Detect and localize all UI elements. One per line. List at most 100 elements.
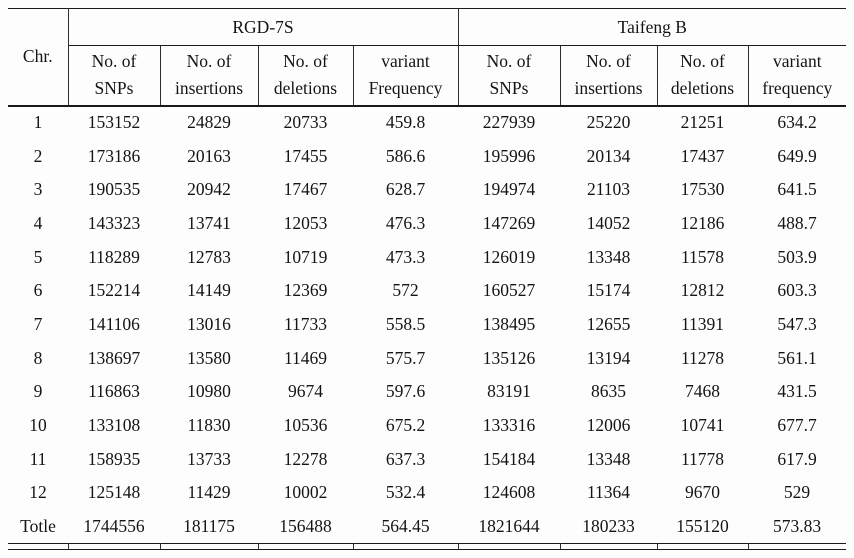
column-header-rgd-snps: No. of SNPs — [68, 45, 161, 107]
value-cell: 125148 — [87, 482, 141, 503]
value-cell: 637.3 — [385, 448, 426, 469]
value-cell: 195996 — [482, 145, 536, 166]
value-cell: 12812 — [680, 280, 725, 301]
column-header-tf-deletions: No. of deletions — [657, 45, 749, 107]
value-cell: 10536 — [283, 415, 328, 436]
chr-cell: Totle — [20, 515, 56, 536]
table-row: 7 141106 13016 11733 558.5 138495 12655 11391 54… — [8, 308, 846, 342]
value-cell: 133108 — [87, 415, 141, 436]
value-cell: 135126 — [482, 347, 536, 368]
value-cell: 8635 — [591, 381, 627, 402]
value-cell: 649.9 — [777, 145, 817, 166]
group-header-row: Chr. RGD-7S Taifeng B — [8, 8, 847, 107]
strip-cell — [560, 542, 658, 550]
chr-cell: 11 — [29, 448, 47, 469]
table-row: 12 125148 11429 10002 532.4 124608 11364 9670 52… — [8, 476, 846, 510]
chr-cell: 6 — [33, 280, 43, 301]
column-header-rgd-insertions: No. of insertions — [160, 45, 259, 107]
value-cell: 20942 — [187, 179, 231, 200]
column-header-rgd-variant-frequency: variant Frequency — [353, 45, 459, 107]
value-cell: 180233 — [582, 515, 635, 536]
table-row: 11 158935 13733 12278 637.3 154184 13348 11778 6… — [8, 442, 846, 476]
table-row: 5 118289 12783 10719 473.3 126019 13348 11578 50… — [8, 240, 846, 274]
value-cell: 173186 — [87, 145, 141, 166]
strip-cell — [8, 542, 69, 550]
chr-cell: 12 — [29, 482, 47, 503]
value-cell: 9670 — [685, 482, 721, 503]
value-cell: 12053 — [283, 212, 328, 233]
value-cell: 181175 — [183, 515, 235, 536]
value-cell: 675.2 — [385, 415, 426, 436]
variant-statistics-table: Chr. RGD-7S Taifeng B No. of SNPs No. of… — [8, 8, 847, 550]
value-cell: 12006 — [586, 415, 631, 436]
chr-cell: 4 — [33, 212, 43, 233]
value-cell: 152214 — [87, 280, 141, 301]
value-cell: 13348 — [586, 246, 631, 267]
value-cell: 227939 — [482, 112, 536, 133]
chr-cell: 7 — [33, 313, 43, 334]
table-row: Totle 1744556 181175 156488 564.45 1821644 180… — [8, 510, 846, 544]
value-cell: 155120 — [676, 515, 729, 536]
value-cell: 126019 — [482, 246, 536, 267]
value-cell: 603.3 — [777, 280, 817, 301]
value-cell: 24829 — [187, 112, 231, 133]
value-cell: 17467 — [283, 179, 328, 200]
value-cell: 12369 — [283, 280, 328, 301]
group-header-rgd7s: RGD-7S — [68, 8, 459, 46]
value-cell: 12783 — [187, 246, 231, 267]
strip-cell — [748, 542, 847, 550]
value-cell: 12655 — [586, 313, 631, 334]
value-cell: 12186 — [680, 212, 725, 233]
value-cell: 158935 — [87, 448, 141, 469]
value-cell: 634.2 — [777, 112, 817, 133]
chr-cell: 9 — [33, 381, 43, 402]
value-cell: 20733 — [283, 112, 328, 133]
table-header: Chr. RGD-7S Taifeng B No. of SNPs No. of… — [8, 8, 847, 107]
bottom-border-strip — [8, 542, 847, 550]
value-cell: 25220 — [586, 112, 631, 133]
value-cell: 190535 — [87, 179, 141, 200]
value-cell: 138697 — [87, 347, 141, 368]
value-cell: 17455 — [283, 145, 328, 166]
value-cell: 597.6 — [385, 381, 426, 402]
value-cell: 473.3 — [385, 246, 426, 267]
value-cell: 20163 — [187, 145, 231, 166]
value-cell: 10002 — [283, 482, 328, 503]
value-cell: 12278 — [283, 448, 328, 469]
value-cell: 194974 — [482, 179, 536, 200]
value-cell: 160527 — [482, 280, 536, 301]
value-cell: 153152 — [87, 112, 141, 133]
chr-cell: 1 — [33, 112, 43, 133]
value-cell: 431.5 — [777, 381, 817, 402]
value-cell: 133316 — [482, 415, 536, 436]
chr-cell: 10 — [29, 415, 47, 436]
value-cell: 11830 — [187, 415, 231, 436]
value-cell: 21103 — [586, 179, 631, 200]
column-header-tf-variant-frequency: variant frequency — [748, 45, 847, 107]
value-cell: 575.7 — [385, 347, 426, 368]
table-row: 6 152214 14149 12369 572 160527 15174 12812 603.… — [8, 274, 846, 308]
value-cell: 143323 — [87, 212, 141, 233]
value-cell: 476.3 — [385, 212, 426, 233]
chr-column-header: Chr. — [8, 8, 69, 107]
value-cell: 488.7 — [777, 212, 817, 233]
value-cell: 586.6 — [385, 145, 426, 166]
group-header-taifengb: Taifeng B — [458, 8, 847, 46]
strip-cell — [353, 542, 459, 550]
value-cell: 13741 — [187, 212, 231, 233]
value-cell: 628.7 — [385, 179, 426, 200]
value-cell: 13348 — [586, 448, 631, 469]
value-cell: 573.83 — [772, 515, 822, 536]
value-cell: 1744556 — [83, 515, 145, 536]
value-cell: 641.5 — [777, 179, 817, 200]
column-header-tf-snps: No. of SNPs — [458, 45, 561, 107]
table-row: 2 173186 20163 17455 586.6 195996 20134 17437 64… — [8, 139, 846, 173]
value-cell: 20134 — [586, 145, 631, 166]
strip-cell — [458, 542, 561, 550]
strip-cell — [657, 542, 749, 550]
chr-cell: 2 — [33, 145, 43, 166]
value-cell: 11578 — [680, 246, 725, 267]
value-cell: 11364 — [586, 482, 631, 503]
strip-cell — [258, 542, 354, 550]
